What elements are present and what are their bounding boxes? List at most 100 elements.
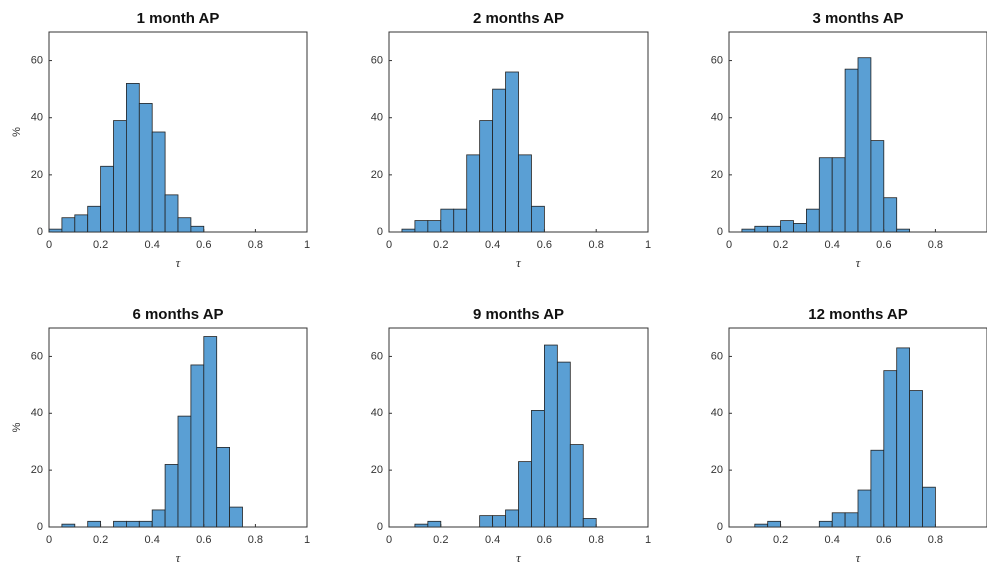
bar [100,165,114,233]
bar [203,336,218,528]
y-tick-label: 0 [377,521,383,533]
y-tick-label: 20 [371,464,383,476]
chart-title: 12 months AP [808,306,907,323]
bar [61,523,76,528]
bar [569,444,584,528]
x-tick-label: 0.6 [876,239,891,251]
y-tick-label: 20 [31,464,43,476]
x-tick-label: 0.4 [825,534,840,546]
bar [479,515,493,528]
bar [857,489,872,528]
bar [492,515,506,528]
bar [61,217,76,233]
bar [138,520,153,528]
y-tick-label: 60 [711,54,723,66]
y-tick-label: 40 [31,407,43,419]
x-tick-label: 0.8 [248,239,263,251]
chart-title: 9 months AP [473,306,564,323]
y-tick-label: 40 [711,407,723,419]
bar [414,523,429,528]
bar [883,197,898,233]
bar [741,228,756,233]
x-tick-label: 0.2 [433,239,448,251]
x-tick-label: 0.8 [928,239,943,251]
x-tick-label: 0.8 [589,534,604,546]
bar [818,520,833,528]
y-tick-label: 40 [371,112,383,124]
bar [190,364,205,528]
bar [164,194,179,233]
bar [870,140,885,233]
y-axis-label: % [11,127,23,137]
bar [492,88,506,233]
y-tick-label: 40 [31,112,43,124]
y-tick-label: 0 [717,521,723,533]
x-tick-label: 0.6 [537,534,552,546]
x-tick-label: 1 [645,534,651,546]
x-tick-label: 0.2 [93,534,108,546]
x-tick-label: 0.6 [537,239,552,251]
bar [831,512,846,528]
bar [518,154,532,233]
bar [151,131,166,233]
bar [909,390,923,528]
x-tick-label: 0.8 [589,239,604,251]
bar [414,220,429,233]
x-tick-label: 0 [386,534,392,546]
bar [87,205,101,233]
y-tick-label: 20 [711,169,723,181]
x-tick-label: 0 [46,534,52,546]
bar [883,370,898,528]
bar [479,120,493,233]
bar [74,214,89,233]
bar [151,509,166,528]
x-tick-label: 0.8 [928,534,943,546]
bar [190,225,205,233]
bar [767,520,782,528]
bar [113,120,127,233]
chart-title: 2 months AP [473,10,564,27]
bar [531,410,545,528]
bar [466,154,481,233]
y-tick-label: 0 [717,226,723,238]
y-tick-label: 40 [371,407,383,419]
y-tick-label: 0 [37,226,43,238]
x-tick-label: 1 [304,239,310,251]
bar [767,225,782,233]
y-tick-label: 20 [371,169,383,181]
x-tick-label: 0.8 [248,534,263,546]
bar [401,228,416,233]
x-tick-label: 0.4 [485,534,500,546]
x-tick-label: 0.2 [773,239,788,251]
bar [126,520,140,528]
bar [793,223,807,233]
x-axis-label: τ [516,550,522,565]
bar [844,512,859,528]
bar [440,208,455,233]
bar [126,83,140,233]
bar [844,68,859,233]
bar [818,157,833,233]
bar [164,464,179,528]
y-tick-label: 60 [31,54,43,66]
x-axis-label: τ [176,550,182,565]
x-tick-label: 1 [645,239,651,251]
bar [857,57,872,233]
y-tick-label: 60 [371,54,383,66]
x-tick-label: 0 [386,239,392,251]
x-tick-label: 0.2 [773,534,788,546]
x-tick-label: 0.4 [485,239,500,251]
x-tick-label: 0.6 [876,534,891,546]
bar [427,220,442,233]
x-tick-label: 0.4 [145,239,160,251]
x-tick-label: 0.2 [433,534,448,546]
bar [518,461,532,528]
bar [177,415,192,528]
bar [780,220,794,233]
bar [453,208,468,233]
bar [806,208,820,233]
x-tick-label: 0.2 [93,239,108,251]
x-tick-label: 0.4 [145,534,160,546]
y-tick-label: 20 [711,464,723,476]
